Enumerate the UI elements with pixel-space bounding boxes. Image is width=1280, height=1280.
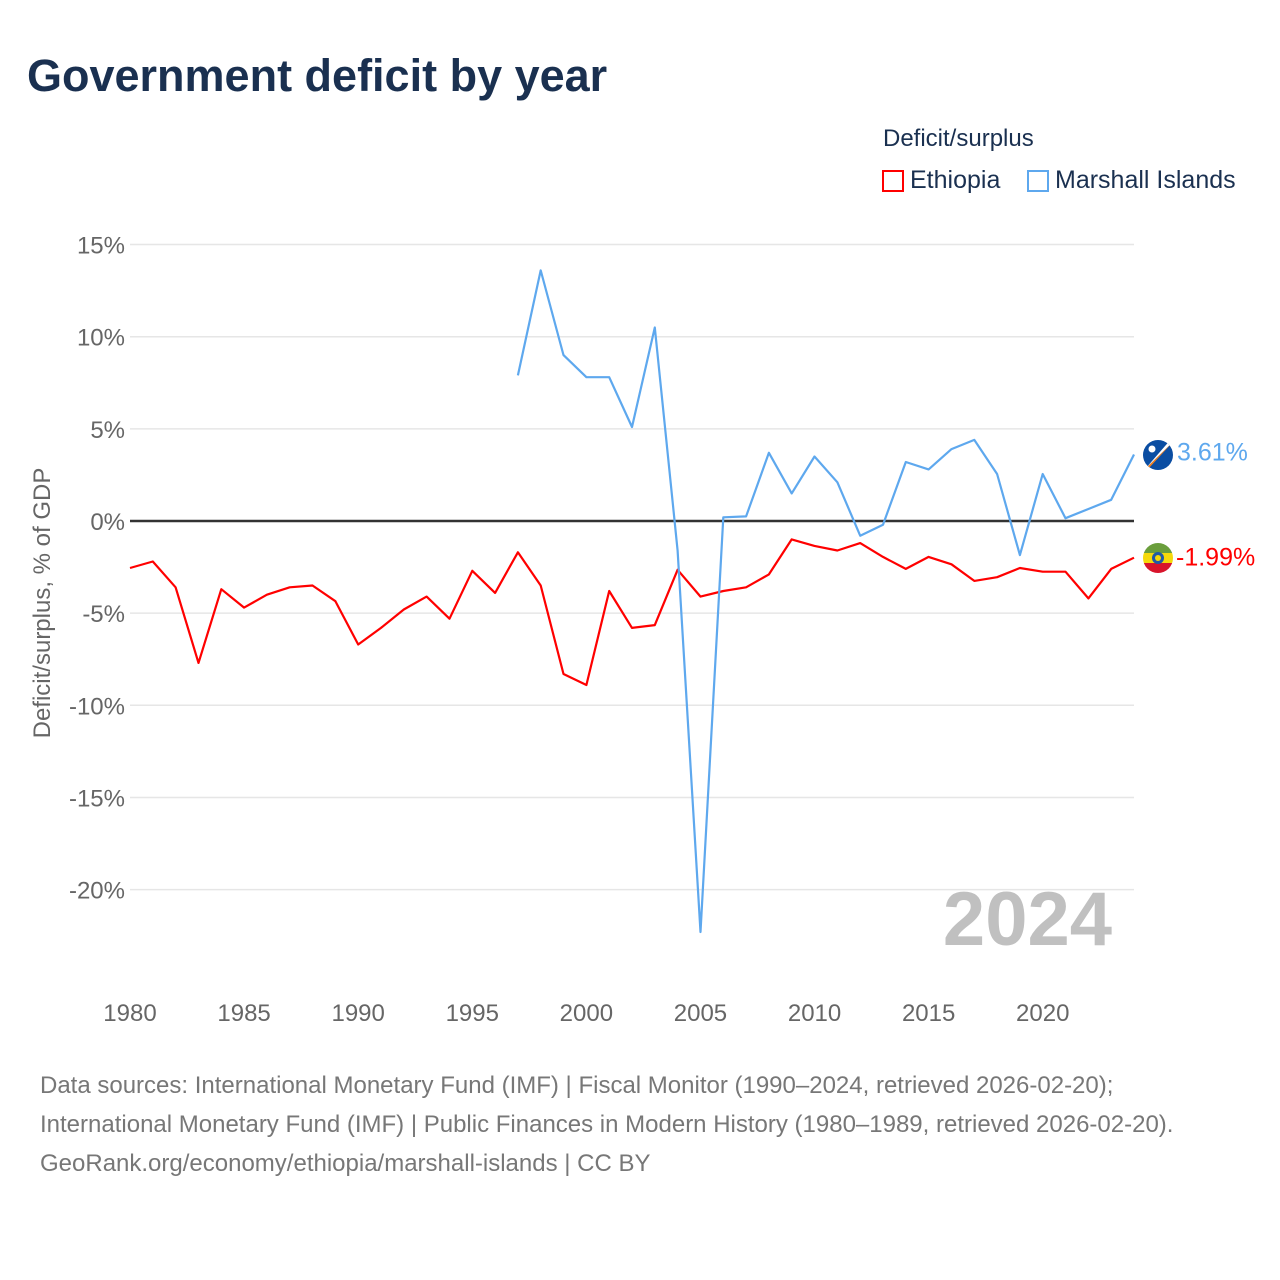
y-tick-label: -10%	[69, 693, 125, 720]
sources-footer: Data sources: International Monetary Fun…	[40, 1066, 1240, 1183]
y-tick-label: -15%	[69, 785, 125, 812]
legend-swatch-marshall-islands	[1027, 169, 1049, 192]
ethiopia-end-label: -1.99%	[1176, 544, 1255, 572]
year-watermark: 2024	[943, 877, 1112, 962]
legend-item-ethiopia[interactable]: Ethiopia	[882, 166, 1000, 195]
legend-title: Deficit/surplus	[883, 125, 1034, 152]
x-tick-label: 2000	[560, 1000, 613, 1027]
chart-title: Government deficit by year	[27, 50, 608, 101]
x-tick-label: 1990	[331, 1000, 384, 1027]
x-tick-label: 2020	[1016, 1000, 1069, 1027]
legend-label: Ethiopia	[910, 166, 1001, 194]
legend-label: Marshall Islands	[1055, 166, 1236, 194]
x-tick-label: 2015	[902, 1000, 955, 1027]
y-tick-label: 0%	[90, 509, 125, 536]
y-tick-label: 15%	[77, 233, 125, 260]
x-tick-label: 1980	[103, 1000, 156, 1027]
x-tick-label: 2005	[674, 1000, 727, 1027]
y-tick-label: 5%	[90, 417, 125, 444]
series-line-ethiopia	[129, 538, 1135, 687]
x-tick-label: 1995	[446, 1000, 499, 1027]
x-tick-label: 2010	[788, 1000, 841, 1027]
marshall-islands-flag-icon	[1143, 440, 1173, 470]
y-tick-label: -5%	[82, 601, 125, 628]
x-tick-label: 1985	[217, 1000, 270, 1027]
data-sources-text: Data sources: International Monetary Fun…	[40, 1072, 1174, 1138]
y-axis-label: Deficit/surplus, % of GDP	[29, 468, 56, 739]
ethiopia-flag-icon	[1143, 543, 1173, 573]
line-chart: 15% 10% 5% 0% -5% -10% -15% -20% 1980 1985 1990 19…	[29, 233, 1255, 1027]
legend-swatch-ethiopia	[882, 169, 904, 192]
y-tick-label: 10%	[77, 325, 125, 352]
marshall-islands-end-label: 3.61%	[1177, 438, 1248, 466]
series-line-marshall-islands	[516, 269, 1135, 934]
legend-item-marshall-islands[interactable]: Marshall Islands	[1027, 166, 1236, 195]
y-tick-label: -20%	[69, 878, 125, 905]
attribution-link[interactable]: GeoRank.org/economy/ethiopia/marshall-is…	[40, 1150, 651, 1177]
